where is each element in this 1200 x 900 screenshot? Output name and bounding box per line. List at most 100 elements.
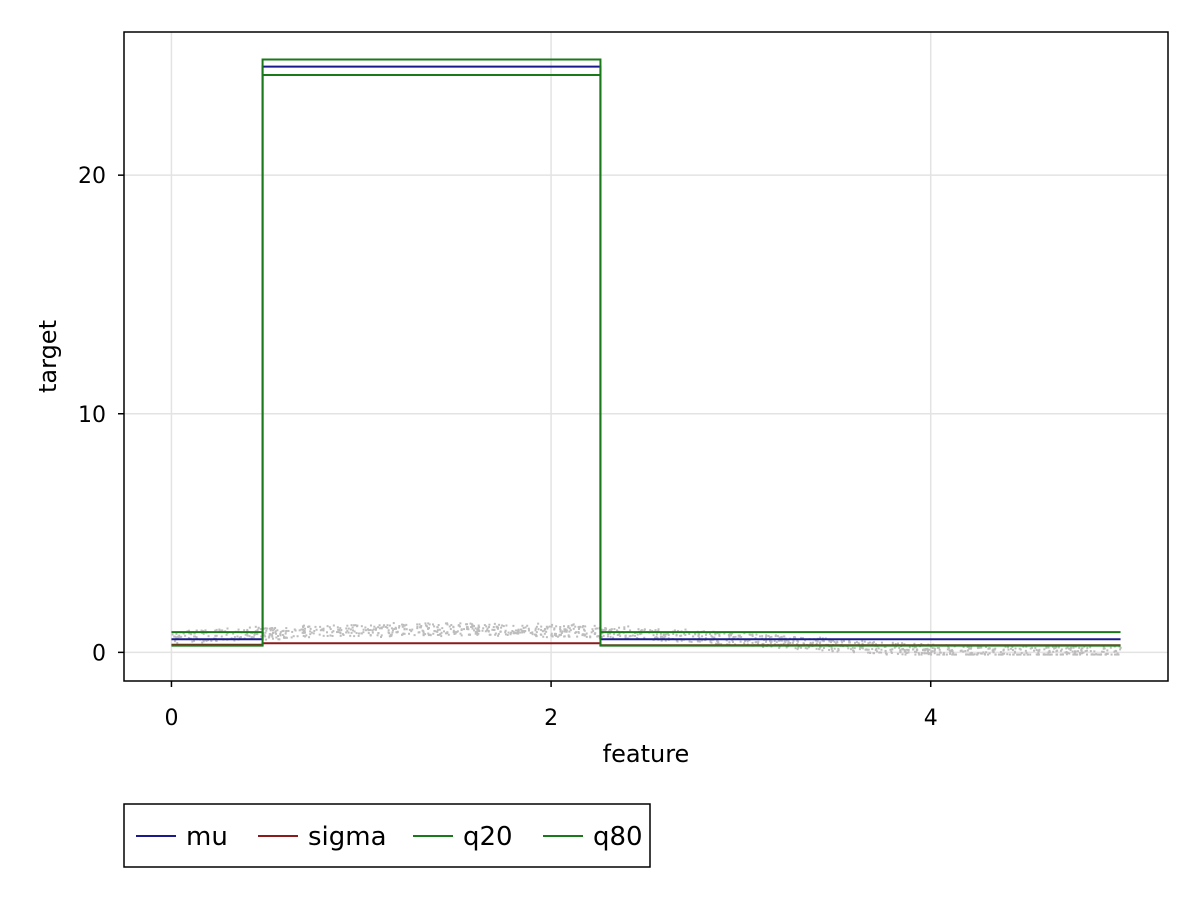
- scatter-point: [604, 629, 607, 632]
- scatter-point: [298, 629, 301, 632]
- scatter-point: [782, 642, 785, 645]
- scatter-point: [643, 628, 646, 631]
- scatter-point: [248, 626, 251, 629]
- scatter-point: [1045, 646, 1048, 649]
- scatter-point: [680, 634, 683, 637]
- scatter-point: [923, 652, 926, 655]
- scatter-point: [498, 623, 501, 626]
- scatter-point: [794, 647, 797, 650]
- scatter-point: [806, 647, 809, 650]
- scatter-point: [300, 628, 303, 631]
- scatter-point: [899, 649, 902, 652]
- scatter-point: [460, 628, 463, 631]
- scatter-point: [309, 627, 312, 630]
- scatter-point: [440, 631, 443, 634]
- scatter-point: [1079, 653, 1082, 656]
- scatter-point: [264, 635, 267, 638]
- scatter-point: [225, 633, 228, 636]
- scatter-point: [1014, 651, 1017, 654]
- scatter-point: [659, 636, 662, 639]
- scatter-point: [875, 647, 878, 650]
- scatter-point: [970, 653, 973, 656]
- scatter-point: [433, 625, 436, 628]
- scatter-point: [336, 631, 339, 634]
- y-tick-label: 0: [92, 641, 106, 666]
- scatter-point: [1006, 653, 1009, 656]
- scatter-point: [543, 632, 546, 635]
- scatter-point: [717, 642, 720, 645]
- scatter-point: [688, 640, 691, 643]
- scatter-point: [765, 640, 768, 643]
- scatter-point: [755, 633, 758, 636]
- scatter-point: [553, 634, 556, 637]
- scatter-point: [822, 640, 825, 643]
- scatter-point: [543, 628, 546, 631]
- scatter-point: [1061, 653, 1064, 656]
- scatter-point: [233, 636, 236, 639]
- scatter-point: [277, 635, 280, 638]
- scatter-point: [308, 636, 311, 639]
- scatter-point: [731, 639, 734, 642]
- scatter-point: [690, 640, 693, 643]
- scatter-point: [855, 641, 858, 644]
- scatter-point: [597, 634, 600, 637]
- scatter-point: [500, 626, 503, 629]
- scatter-point: [477, 626, 480, 629]
- scatter-point: [593, 633, 596, 636]
- scatter-point: [1057, 646, 1060, 649]
- scatter-point: [841, 641, 844, 644]
- scatter-point: [717, 641, 720, 644]
- scatter-point: [444, 632, 447, 635]
- scatter-point: [969, 652, 972, 655]
- scatter-point: [818, 642, 821, 645]
- scatter-point: [830, 646, 833, 649]
- scatter-point: [701, 635, 704, 638]
- scatter-point: [649, 629, 652, 632]
- scatter-point: [770, 635, 773, 638]
- scatter-point: [374, 628, 377, 631]
- scatter-point: [1082, 651, 1085, 654]
- scatter-point: [868, 651, 871, 654]
- scatter-point: [474, 630, 477, 633]
- scatter-point: [988, 647, 991, 650]
- scatter-point: [842, 640, 845, 643]
- scatter-point: [920, 653, 923, 656]
- scatter-point: [437, 633, 440, 636]
- scatter-point: [769, 640, 772, 643]
- scatter-point: [1093, 650, 1096, 653]
- scatter-point: [1002, 648, 1005, 651]
- scatter-point: [512, 630, 515, 633]
- scatter-point: [783, 640, 786, 643]
- scatter-point: [652, 634, 655, 637]
- scatter-point: [1037, 651, 1040, 654]
- scatter-point: [698, 636, 701, 639]
- scatter-point: [868, 641, 871, 644]
- scatter-point: [913, 650, 916, 653]
- scatter-point: [1018, 653, 1021, 656]
- scatter-point: [1029, 647, 1032, 650]
- scatter-point: [346, 624, 349, 627]
- scatter-point: [466, 623, 469, 626]
- scatter-point: [268, 627, 271, 630]
- scatter-point: [1018, 647, 1021, 650]
- scatter-point: [1060, 653, 1063, 656]
- scatter-point: [636, 633, 639, 636]
- scatter-point: [482, 627, 485, 630]
- scatter-point: [818, 648, 821, 651]
- scatter-point: [528, 629, 531, 632]
- scatter-point: [657, 628, 660, 631]
- scatter-point: [173, 635, 176, 638]
- scatter-point: [864, 648, 867, 651]
- scatter-point: [339, 632, 342, 635]
- scatter-point: [684, 633, 687, 636]
- scatter-point: [326, 625, 329, 628]
- scatter-point: [290, 636, 293, 639]
- scatter-point: [428, 623, 431, 626]
- scatter-point: [271, 633, 274, 636]
- scatter-point: [253, 633, 256, 636]
- scatter-point: [1097, 653, 1100, 656]
- scatter-point: [563, 625, 566, 628]
- scatter-point: [380, 626, 383, 629]
- scatter-point: [1019, 648, 1022, 651]
- scatter-point: [1003, 652, 1006, 655]
